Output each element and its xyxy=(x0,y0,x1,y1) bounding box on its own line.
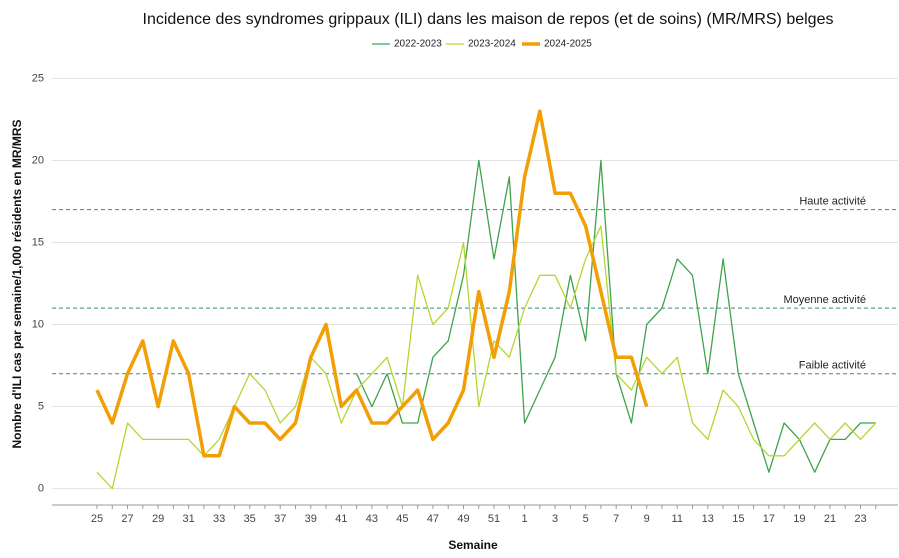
x-tick-label: 49 xyxy=(457,513,469,525)
x-tick-label: 19 xyxy=(793,513,805,525)
x-tick-label: 37 xyxy=(274,513,286,525)
chart-title: Incidence des syndromes grippaux (ILI) d… xyxy=(143,11,834,28)
y-axis-label: Nombre d'ILI cas par semaine/1,000 résid… xyxy=(10,120,24,449)
y-tick-label: 10 xyxy=(32,318,44,330)
x-axis-label: Semaine xyxy=(448,538,498,552)
series-line xyxy=(95,109,649,458)
series-line xyxy=(356,159,876,473)
reference-label: Haute activité xyxy=(799,196,866,208)
x-tick-label: 39 xyxy=(305,513,317,525)
legend-label: 2022-2023 xyxy=(394,39,442,50)
x-tick-label: 41 xyxy=(335,513,347,525)
x-tick-label: 47 xyxy=(427,513,439,525)
x-tick-label: 17 xyxy=(763,513,775,525)
x-tick-label: 13 xyxy=(702,513,714,525)
x-tick-label: 25 xyxy=(91,513,103,525)
x-tick-label: 35 xyxy=(244,513,256,525)
x-tick-label: 31 xyxy=(182,513,194,525)
x-tick-label: 15 xyxy=(732,513,744,525)
x-tick-label: 7 xyxy=(613,513,619,525)
y-tick-label: 5 xyxy=(38,400,44,412)
x-tick-label: 43 xyxy=(366,513,378,525)
y-tick-label: 0 xyxy=(38,482,44,494)
x-tick-label: 5 xyxy=(583,513,589,525)
x-tick-label: 1 xyxy=(521,513,527,525)
x-tick-label: 23 xyxy=(854,513,866,525)
x-tick-label: 27 xyxy=(121,513,133,525)
reference-label: Faible activité xyxy=(799,360,866,372)
series-line xyxy=(96,225,877,490)
x-tick-label: 33 xyxy=(213,513,225,525)
x-tick-label: 51 xyxy=(488,513,500,525)
legend-label: 2023-2024 xyxy=(468,39,516,50)
reference-label: Moyenne activité xyxy=(783,294,866,306)
x-tick-label: 29 xyxy=(152,513,164,525)
x-tick-label: 45 xyxy=(396,513,408,525)
y-tick-label: 20 xyxy=(32,154,44,166)
x-tick-label: 9 xyxy=(644,513,650,525)
x-tick-label: 21 xyxy=(824,513,836,525)
x-tick-label: 11 xyxy=(672,513,683,525)
legend-label: 2024-2025 xyxy=(544,39,592,50)
y-tick-label: 15 xyxy=(32,236,44,248)
x-tick-label: 3 xyxy=(552,513,558,525)
y-tick-label: 25 xyxy=(32,72,44,84)
